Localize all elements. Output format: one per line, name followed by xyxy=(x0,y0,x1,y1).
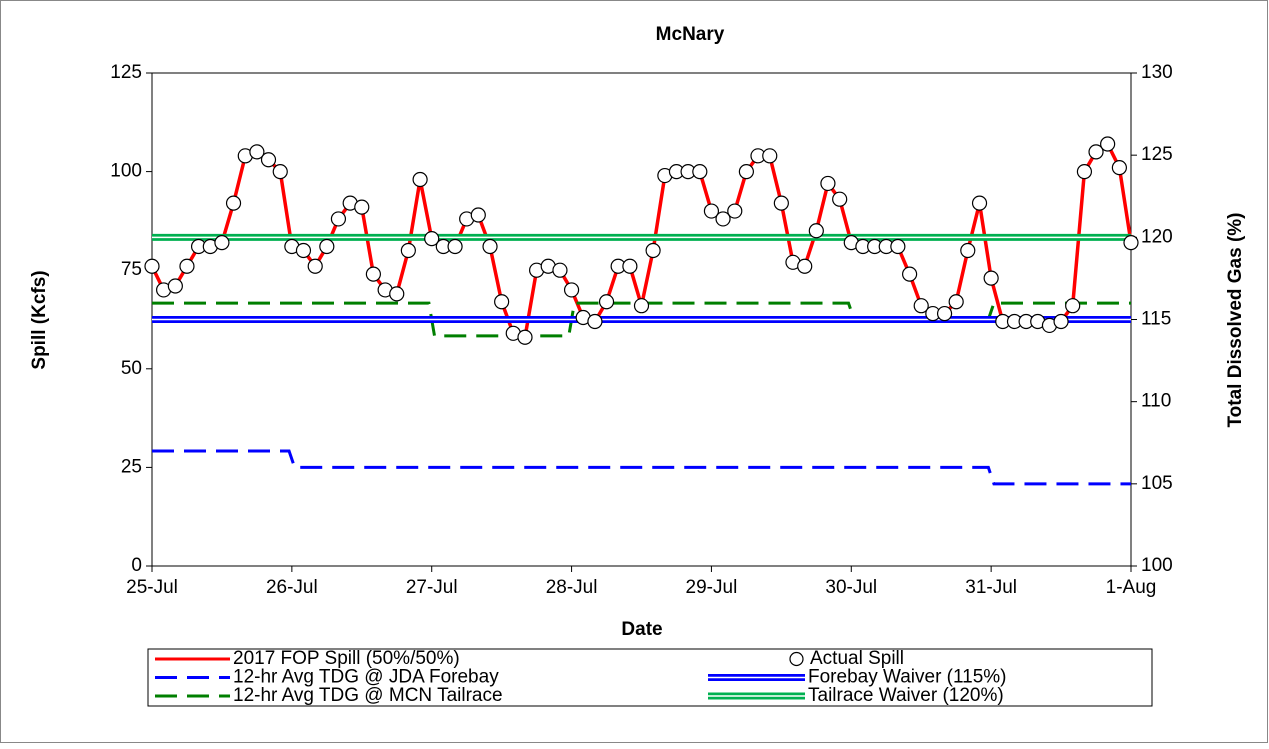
spill-marker xyxy=(249,144,265,160)
spill-marker xyxy=(598,294,615,310)
spill-marker xyxy=(773,195,789,211)
spill-marker xyxy=(179,258,195,274)
y-tick-label: 125 xyxy=(110,62,142,83)
spill-marker xyxy=(645,242,661,259)
chart-title: McNary xyxy=(656,24,725,45)
legend-marker xyxy=(789,651,804,667)
spill-marker xyxy=(703,203,720,219)
spill-marker xyxy=(808,223,824,239)
spill-marker xyxy=(494,294,510,310)
spill-marker xyxy=(260,152,277,168)
spill-marker xyxy=(365,266,381,282)
spill-marker xyxy=(587,313,603,330)
legend-label: Actual Spill xyxy=(810,648,904,669)
spill-marker xyxy=(1065,298,1081,314)
spill-marker xyxy=(936,305,953,322)
x-axis-label: Date xyxy=(621,619,662,640)
spill-marker xyxy=(563,282,580,298)
spill-marker xyxy=(295,242,312,259)
spill-marker xyxy=(307,258,323,274)
legend-label: 2017 FOP Spill (50%/50%) xyxy=(233,648,460,669)
y2-tick-label: 125 xyxy=(1141,144,1173,165)
spill-marker xyxy=(330,211,347,227)
spill-marker xyxy=(890,238,906,255)
spill-marker xyxy=(820,175,836,192)
legend-label: 12-hr Avg TDG @ MCN Tailrace xyxy=(233,685,503,706)
x-tick-label: 29-Jul xyxy=(686,577,738,598)
x-tick-label: 1-Aug xyxy=(1106,577,1157,598)
x-tick-label: 30-Jul xyxy=(825,577,877,598)
x-tick-label: 31-Jul xyxy=(965,577,1017,598)
y2-axis-label: Total Dissolved Gas (%) xyxy=(1225,212,1246,427)
spill-marker xyxy=(1123,234,1139,251)
legend-label: Tailrace Waiver (120%) xyxy=(808,685,1004,706)
spill-marker xyxy=(552,262,568,278)
spill-marker xyxy=(948,294,964,310)
x-tick-label: 25-Jul xyxy=(126,577,178,598)
y-tick-label: 50 xyxy=(121,358,142,379)
spill-marker xyxy=(960,242,976,259)
spill-marker xyxy=(913,298,929,314)
spill-marker xyxy=(214,234,230,251)
spill-marker xyxy=(517,329,533,345)
y-axis-label: Spill (Kcfs) xyxy=(29,270,50,369)
spill-marker xyxy=(272,164,288,180)
y2-tick-label: 130 xyxy=(1141,62,1173,83)
y2-tick-label: 110 xyxy=(1141,391,1171,412)
spill-marker xyxy=(389,286,405,302)
spill-marker xyxy=(167,278,183,294)
spill-marker xyxy=(1100,136,1116,152)
spill-marker xyxy=(482,238,498,255)
y2-tick-label: 120 xyxy=(1141,226,1173,247)
y2-tick-label: 105 xyxy=(1141,473,1173,494)
spill-marker xyxy=(902,266,918,282)
spill-marker xyxy=(225,195,242,211)
spill-marker xyxy=(319,238,335,255)
spill-marker xyxy=(738,164,754,180)
x-tick-label: 26-Jul xyxy=(266,577,318,598)
spill-marker xyxy=(144,258,160,274)
y-tick-label: 75 xyxy=(121,259,142,280)
spill-marker xyxy=(622,258,638,274)
y-tick-label: 100 xyxy=(110,161,142,182)
spill-marker xyxy=(1111,160,1127,176)
spill-marker xyxy=(447,238,463,255)
spill-marker xyxy=(1053,313,1069,330)
spill-marker xyxy=(1076,164,1093,180)
y-tick-label: 0 xyxy=(131,555,142,576)
y-tick-label: 25 xyxy=(121,456,142,477)
spill-marker xyxy=(727,203,743,219)
spill-marker xyxy=(832,191,848,207)
legend-label: 12-hr Avg TDG @ JDA Forebay xyxy=(233,667,499,688)
spill-marker xyxy=(715,211,731,227)
y2-tick-label: 115 xyxy=(1141,309,1171,330)
spill-marker xyxy=(692,164,708,180)
legend-box xyxy=(147,648,1153,707)
spill-marker xyxy=(971,195,988,211)
spill-marker xyxy=(424,231,440,247)
spill-marker xyxy=(400,242,416,259)
x-tick-label: 27-Jul xyxy=(406,577,458,598)
spill-marker xyxy=(762,148,778,164)
spill-marker xyxy=(412,171,428,188)
spill-marker xyxy=(983,270,999,286)
spill-marker xyxy=(1088,144,1104,160)
spill-marker xyxy=(797,258,813,274)
legend-label: Forebay Waiver (115%) xyxy=(808,667,1007,688)
spill-marker xyxy=(470,207,486,223)
spill-marker xyxy=(354,199,370,215)
spill-marker xyxy=(633,298,650,314)
tdg-line xyxy=(152,449,1131,486)
x-tick-label: 28-Jul xyxy=(546,577,598,598)
y2-tick-label: 100 xyxy=(1141,555,1173,576)
